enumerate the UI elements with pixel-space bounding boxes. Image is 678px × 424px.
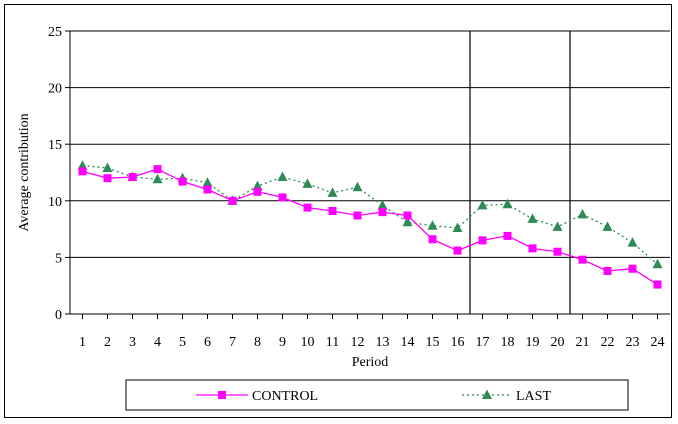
point-last-11 <box>327 187 338 197</box>
x-tick-label-4: 4 <box>154 335 161 350</box>
x-tick-label-17: 17 <box>476 335 490 350</box>
point-last-24 <box>652 258 663 269</box>
series-line-control <box>82 168 658 286</box>
point-control-9 <box>278 193 287 202</box>
series-line-last <box>82 165 658 265</box>
legend-entry-control: CONTROL <box>196 389 318 404</box>
point-control-15 <box>428 235 437 244</box>
point-last-17 <box>477 199 488 210</box>
point-last-22 <box>602 221 613 231</box>
y-tick-label-15: 15 <box>48 138 62 153</box>
legend-marker-last <box>482 389 492 399</box>
x-tick-label-10: 10 <box>301 335 315 350</box>
x-tick-label-14: 14 <box>401 335 415 350</box>
x-tick-label-15: 15 <box>426 335 440 350</box>
point-control-13 <box>378 208 387 217</box>
legend-marker-control <box>218 391 226 399</box>
point-control-24 <box>653 280 662 289</box>
point-last-15 <box>427 220 438 230</box>
point-control-17 <box>478 236 487 245</box>
point-last-18 <box>502 198 513 209</box>
x-axis-title: Period <box>352 355 389 370</box>
x-tick-label-12: 12 <box>351 335 365 350</box>
point-last-14 <box>402 216 413 227</box>
y-tick-label-5: 5 <box>55 251 62 266</box>
series-layer <box>77 160 663 289</box>
y-tick-label-25: 25 <box>48 25 62 40</box>
x-tick-label-22: 22 <box>601 335 615 350</box>
point-last-19 <box>527 213 538 223</box>
point-control-7 <box>228 196 237 205</box>
point-last-12 <box>352 181 363 192</box>
point-control-20 <box>553 247 562 256</box>
point-control-21 <box>578 255 587 264</box>
point-control-10 <box>303 203 312 212</box>
point-control-12 <box>353 211 362 220</box>
point-last-20 <box>552 221 563 231</box>
y-tick-labels: 0 5 10 15 20 25 <box>48 25 62 323</box>
legend-label-last: LAST <box>516 389 551 404</box>
x-tick-label-18: 18 <box>501 335 515 350</box>
point-last-21 <box>577 208 588 219</box>
x-tick-label-7: 7 <box>229 335 236 350</box>
x-tick-label-6: 6 <box>204 335 211 350</box>
point-last-4 <box>152 173 163 184</box>
x-tick-label-5: 5 <box>179 335 186 350</box>
point-control-8 <box>253 187 262 196</box>
series-control <box>78 165 662 289</box>
divider-layer <box>469 31 571 314</box>
legend-label-control: CONTROL <box>252 389 318 404</box>
x-tick-label-19: 19 <box>526 335 540 350</box>
x-tick-label-9: 9 <box>279 335 286 350</box>
x-tick-label-20: 20 <box>551 335 565 350</box>
y-tick-label-10: 10 <box>48 195 62 210</box>
legend-entry-last: LAST <box>462 389 551 404</box>
x-tick-label-21: 21 <box>576 335 590 350</box>
point-last-10 <box>302 178 313 188</box>
point-control-2 <box>103 174 112 183</box>
point-control-3 <box>128 173 137 182</box>
x-tick-label-8: 8 <box>254 335 261 350</box>
legend: CONTROL LAST <box>125 379 629 411</box>
point-control-16 <box>453 246 462 255</box>
x-tick-label-11: 11 <box>326 335 339 350</box>
point-last-23 <box>627 237 638 247</box>
y-tick-label-0: 0 <box>55 308 62 323</box>
axes-layer <box>65 30 670 319</box>
point-control-14 <box>403 211 412 220</box>
grid-layer <box>70 30 670 258</box>
x-tick-label-23: 23 <box>626 335 640 350</box>
point-control-11 <box>328 206 337 215</box>
x-tick-label-1: 1 <box>79 335 86 350</box>
y-axis-title: Average contribution <box>17 113 32 231</box>
point-control-6 <box>203 185 212 194</box>
x-tick-label-2: 2 <box>104 335 111 350</box>
chart-frame <box>4 4 672 418</box>
point-control-22 <box>603 266 612 275</box>
point-last-2 <box>102 162 113 172</box>
x-tick-label-3: 3 <box>129 335 136 350</box>
point-last-8 <box>252 180 263 191</box>
x-tick-label-24: 24 <box>651 335 665 350</box>
point-last-6 <box>202 177 213 187</box>
point-control-18 <box>503 231 512 240</box>
y-tick-label-20: 20 <box>48 82 62 97</box>
point-control-1 <box>78 167 87 176</box>
x-tick-label-16: 16 <box>451 335 465 350</box>
point-control-19 <box>528 244 537 253</box>
point-control-5 <box>178 177 187 186</box>
point-last-1 <box>77 160 88 170</box>
point-control-4 <box>153 165 162 174</box>
point-last-13 <box>377 199 388 210</box>
point-control-23 <box>628 264 637 273</box>
x-tick-label-13: 13 <box>376 335 390 350</box>
point-last-9 <box>277 171 288 182</box>
x-tick-labels: 1 2 3 4 5 6 7 8 9 10 11 12 13 14 15 16 17 18 19 20 21 22 23 24 <box>79 335 665 350</box>
point-last-16 <box>452 222 463 232</box>
